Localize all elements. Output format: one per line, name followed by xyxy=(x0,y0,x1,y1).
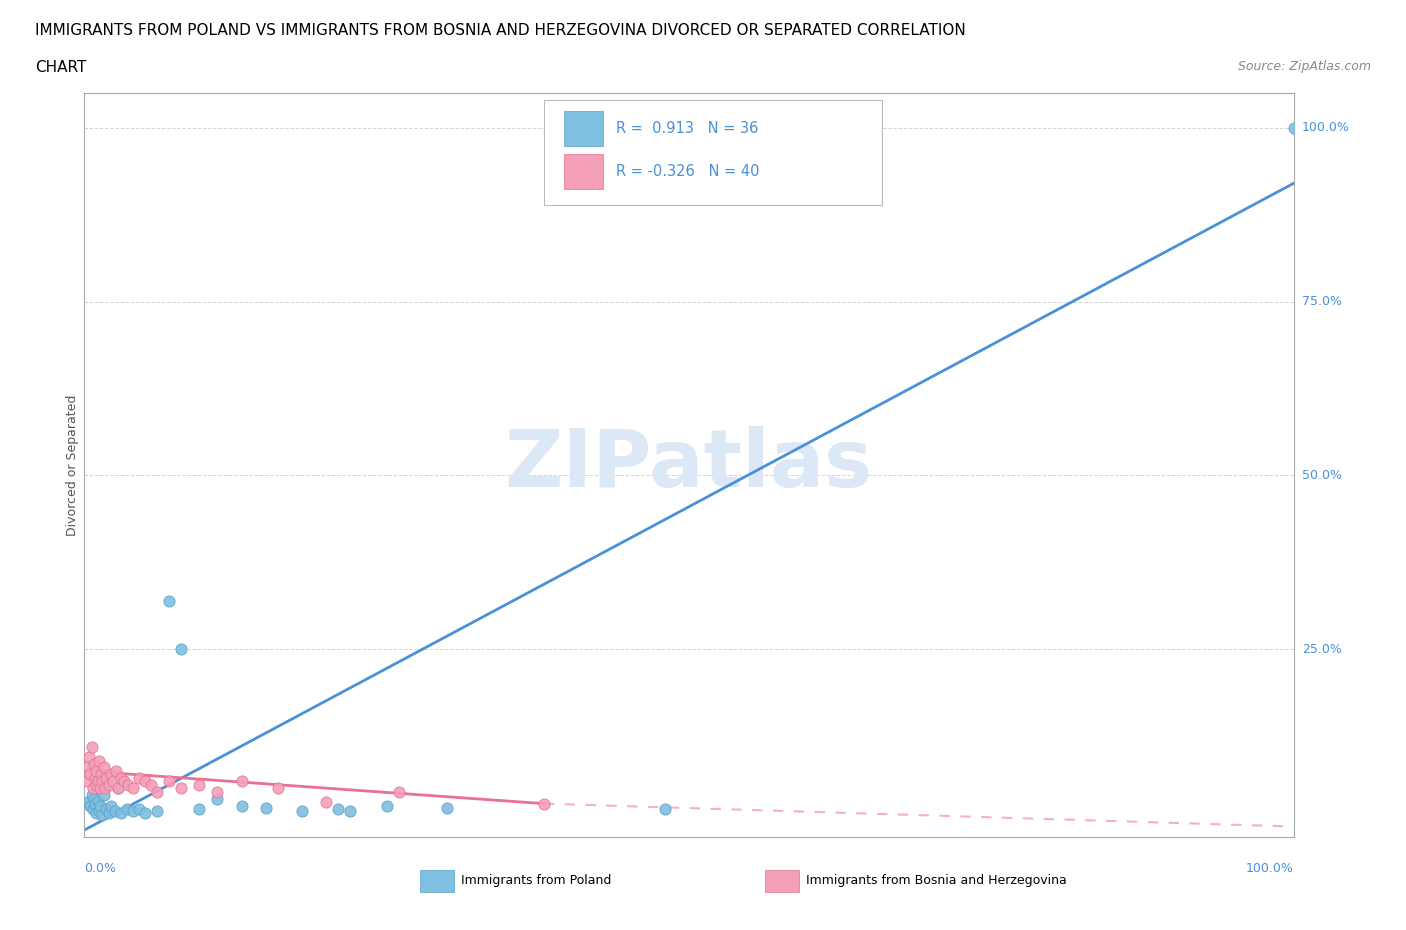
Point xyxy=(328,802,350,817)
Point xyxy=(103,774,125,789)
Point xyxy=(375,798,398,813)
Point xyxy=(254,801,277,816)
Point xyxy=(533,796,555,811)
Point xyxy=(207,791,229,806)
Point xyxy=(157,774,180,789)
Point xyxy=(231,774,253,789)
Text: 0.0%: 0.0% xyxy=(84,862,117,875)
Text: R =  0.913   N = 36: R = 0.913 N = 36 xyxy=(616,121,759,136)
Point xyxy=(207,784,229,799)
Point xyxy=(170,642,193,657)
Point xyxy=(77,760,100,775)
Text: Source: ZipAtlas.com: Source: ZipAtlas.com xyxy=(1237,60,1371,73)
Point xyxy=(82,802,104,817)
Point xyxy=(339,804,361,818)
Point xyxy=(80,739,103,754)
Point xyxy=(170,781,193,796)
Y-axis label: Divorced or Separated: Divorced or Separated xyxy=(66,394,79,536)
Point xyxy=(97,805,120,820)
Point xyxy=(110,770,132,785)
Text: 100.0%: 100.0% xyxy=(1302,121,1350,134)
Point xyxy=(134,805,156,820)
Text: Immigrants from Poland: Immigrants from Poland xyxy=(461,874,612,887)
Point xyxy=(87,753,110,768)
Text: ZIPatlas: ZIPatlas xyxy=(505,426,873,504)
Point xyxy=(112,774,135,789)
Text: Immigrants from Bosnia and Herzegovina: Immigrants from Bosnia and Herzegovina xyxy=(806,874,1066,887)
Text: R = -0.326   N = 40: R = -0.326 N = 40 xyxy=(616,164,759,179)
Point xyxy=(121,804,143,818)
Point xyxy=(79,767,101,782)
Point xyxy=(146,804,169,818)
Point xyxy=(86,764,108,778)
Point xyxy=(128,770,150,785)
Point xyxy=(87,804,110,818)
Point xyxy=(1282,120,1305,135)
Point xyxy=(267,781,290,796)
Text: 50.0%: 50.0% xyxy=(1302,469,1341,482)
Point xyxy=(654,802,676,817)
Text: 75.0%: 75.0% xyxy=(1302,295,1341,308)
Point xyxy=(100,798,122,813)
Point xyxy=(80,788,103,803)
Point xyxy=(188,802,211,817)
Point xyxy=(91,774,114,789)
Point xyxy=(93,760,115,775)
Point xyxy=(84,796,107,811)
Point xyxy=(94,781,117,796)
Point xyxy=(76,774,98,789)
Text: 100.0%: 100.0% xyxy=(1246,862,1294,875)
Text: IMMIGRANTS FROM POLAND VS IMMIGRANTS FROM BOSNIA AND HERZEGOVINA DIVORCED OR SEP: IMMIGRANTS FROM POLAND VS IMMIGRANTS FRO… xyxy=(35,23,966,38)
Point xyxy=(83,756,105,771)
Point xyxy=(121,781,143,796)
Point xyxy=(291,804,314,818)
Point xyxy=(89,781,111,796)
Point xyxy=(94,802,117,817)
Point xyxy=(86,774,108,789)
Point xyxy=(128,802,150,817)
Point xyxy=(188,777,211,792)
Text: CHART: CHART xyxy=(35,60,87,75)
FancyBboxPatch shape xyxy=(544,100,883,205)
Point xyxy=(107,781,129,796)
Point xyxy=(94,770,117,785)
Text: 25.0%: 25.0% xyxy=(1302,643,1341,656)
Point xyxy=(82,781,104,796)
Point xyxy=(231,798,253,813)
Point xyxy=(107,781,129,796)
Point xyxy=(77,750,100,764)
Point xyxy=(86,777,108,792)
Point xyxy=(97,777,120,792)
Point xyxy=(89,798,111,813)
Point xyxy=(104,804,127,818)
Point xyxy=(83,791,105,806)
Point xyxy=(100,767,122,782)
Point xyxy=(157,593,180,608)
Point xyxy=(77,795,100,810)
Point xyxy=(86,805,108,820)
Point xyxy=(134,774,156,789)
Point xyxy=(315,795,337,810)
Point xyxy=(104,764,127,778)
Point xyxy=(436,801,458,816)
Point xyxy=(79,798,101,813)
Point xyxy=(84,770,107,785)
FancyBboxPatch shape xyxy=(564,112,603,146)
Point xyxy=(146,784,169,799)
Point xyxy=(90,767,112,782)
Point xyxy=(91,807,114,822)
Point xyxy=(115,802,138,817)
Point xyxy=(86,793,108,808)
Point xyxy=(93,788,115,803)
Point xyxy=(110,805,132,820)
Point xyxy=(388,784,411,799)
Point xyxy=(139,777,162,792)
FancyBboxPatch shape xyxy=(564,153,603,189)
Point xyxy=(117,777,139,792)
